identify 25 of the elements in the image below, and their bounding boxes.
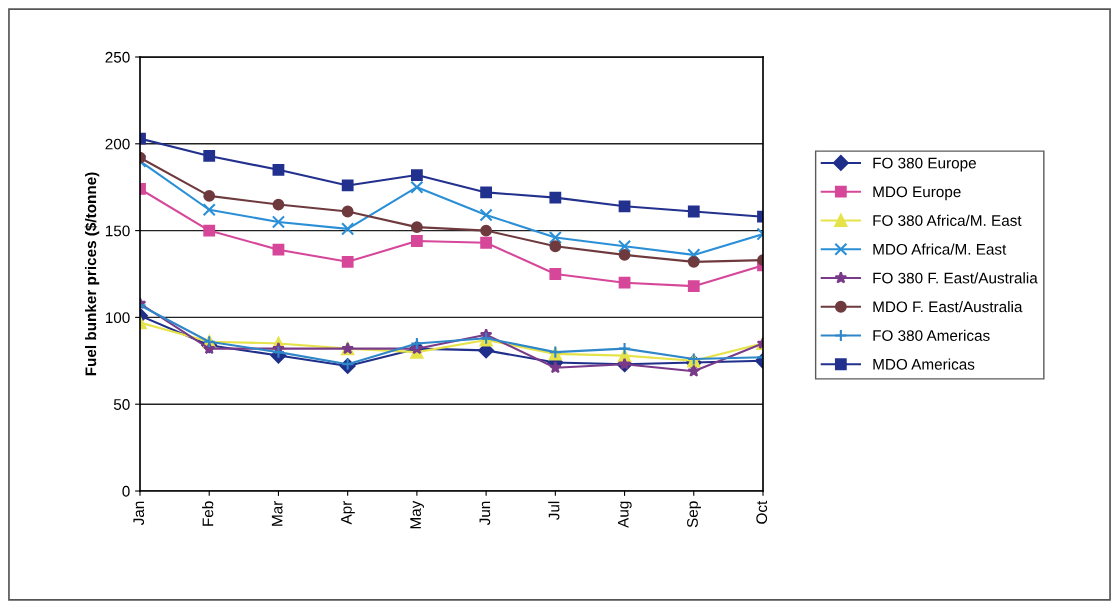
y-tick-label: 0 — [122, 485, 130, 497]
x-tick-label: Jul — [548, 501, 560, 521]
x-tick-label: Feb — [202, 501, 214, 526]
legend-label: FO 380 Americas — [873, 329, 990, 341]
legend-label: MDO Europe — [873, 186, 961, 201]
legend-label: MDO Africa/M. East — [873, 243, 1007, 255]
legend-label: FO 380 Europe — [873, 157, 976, 172]
y-tick-label: 150 — [105, 225, 130, 237]
x-tick-label: Mar — [271, 500, 283, 526]
x-tick-label: Aug — [618, 501, 632, 528]
y-tick-label: 100 — [105, 312, 130, 324]
y-tick-label: 50 — [113, 399, 130, 410]
y-axis-title: Fuel bunker prices ($/tonne) — [84, 172, 100, 376]
x-tick-label: Apr — [341, 500, 355, 525]
x-tick-label: Oct — [756, 500, 768, 524]
legend-label: FO 380 F. East/Australia — [873, 272, 1038, 284]
x-tick-label: Jan — [133, 501, 145, 526]
legend-label: MDO Americas — [873, 358, 975, 370]
y-tick-label: 200 — [105, 138, 130, 150]
legend-label: MDO F. East/Australia — [873, 301, 1023, 313]
y-tick-label: 250 — [105, 51, 130, 63]
legend-label: FO 380 Africa/M. East — [873, 214, 1022, 226]
x-tick-label: May — [410, 500, 425, 529]
x-tick-label: Jun — [479, 501, 491, 526]
x-tick-label: Sep — [687, 501, 701, 528]
